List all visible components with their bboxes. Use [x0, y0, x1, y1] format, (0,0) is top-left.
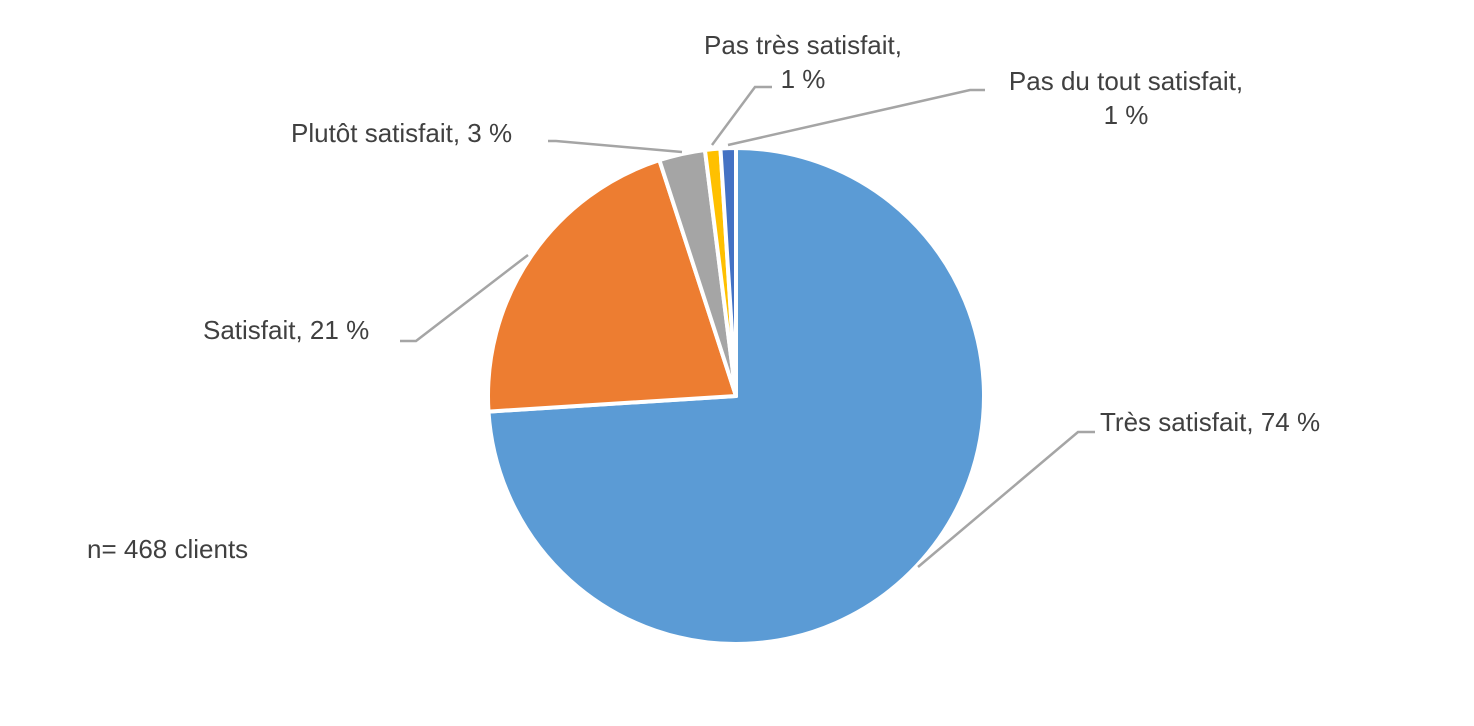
pie-slice: [486, 158, 738, 414]
data-label: Satisfait, 21 %: [203, 315, 370, 345]
data-label: Pas très satisfait, 1 %: [704, 30, 902, 94]
leader-line: [548, 139, 683, 154]
data-label: Très satisfait, 74 %: [1100, 407, 1321, 437]
leader-line: [400, 254, 529, 343]
annotation: n= 468 clients: [87, 534, 249, 564]
leader-line: [917, 430, 1095, 568]
data-label: Plutôt satisfait, 3 %: [291, 118, 513, 148]
leader-line: [727, 88, 985, 147]
pie-slice: [718, 146, 738, 398]
leader-line: [710, 85, 772, 146]
data-label: Pas du tout satisfait, 1 %: [1008, 66, 1244, 130]
